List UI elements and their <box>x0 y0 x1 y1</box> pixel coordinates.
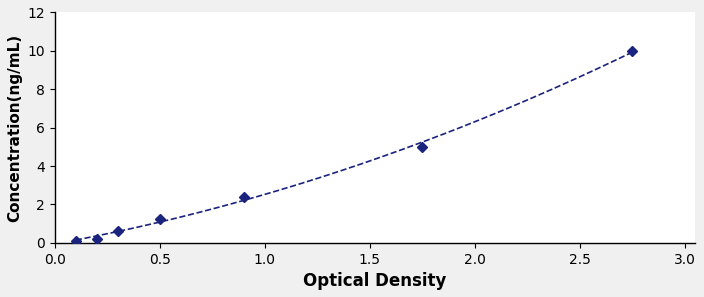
Y-axis label: Concentration(ng/mL): Concentration(ng/mL) <box>7 34 22 222</box>
X-axis label: Optical Density: Optical Density <box>303 272 446 290</box>
